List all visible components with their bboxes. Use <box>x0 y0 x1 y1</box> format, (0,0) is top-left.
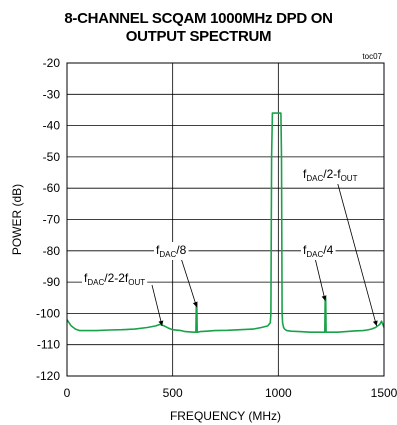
annotation-leader-line <box>151 284 163 327</box>
x-tick-label: 0 <box>64 386 71 400</box>
corner-label: toc07 <box>362 52 382 61</box>
y-tick-label: -100 <box>36 306 60 320</box>
y-tick-label: -90 <box>43 275 61 289</box>
series-line <box>66 112 385 334</box>
y-axis-title: POWER (dB) <box>10 184 24 255</box>
annotation-leader-line <box>180 257 198 308</box>
x-tick-label: 1000 <box>265 386 292 400</box>
y-tick-label: -80 <box>43 244 61 258</box>
annotation-subscript: OUT <box>128 278 145 287</box>
annotation-text-part: f <box>303 243 307 257</box>
y-tick-label: -60 <box>43 181 61 195</box>
annotation-text-part: /2-2f <box>104 271 129 285</box>
annotation-leader-line <box>336 180 377 327</box>
chart-title-line-2: OUTPUT SPECTRUM <box>125 28 272 45</box>
annotation-arrowhead <box>372 320 378 326</box>
annotation-text-part: f <box>84 271 88 285</box>
annotation-subscript: OUT <box>341 174 358 183</box>
y-tick-label: -20 <box>43 56 61 70</box>
annotation-arrowhead <box>158 320 164 326</box>
annotation-text-part: /4 <box>323 243 333 257</box>
annotation-subscript: DAC <box>306 250 323 259</box>
annotation-label-text: fDAC/4 <box>303 243 334 259</box>
annotation-text-part: /8 <box>176 243 186 257</box>
annotation-subscript: DAC <box>87 278 104 287</box>
annotation-label-background <box>301 242 336 260</box>
annotation-text-part: /2-f <box>323 167 341 181</box>
x-axis-title: FREQUENCY (MHz) <box>170 409 281 423</box>
chart-title-line-1: 8-CHANNEL SCQAM 1000MHz DPD ON <box>64 10 333 27</box>
annotation-label-background <box>154 242 189 260</box>
y-tick-label: -30 <box>43 87 61 101</box>
annotation-label-background <box>82 270 148 288</box>
x-tick-label: 500 <box>163 386 183 400</box>
annotation-arrowhead <box>192 301 198 308</box>
annotation-label-text: fDAC/2-2fOUT <box>84 271 145 287</box>
y-tick-label: -110 <box>37 338 60 352</box>
y-tick-label: -70 <box>43 213 61 227</box>
annotation-subscript: DAC <box>306 174 323 183</box>
plot-frame <box>66 62 385 377</box>
annotation-label: fDAC/2-2fOUT <box>82 270 148 288</box>
annotation-text-part: f <box>303 167 307 181</box>
annotation-label: fDAC/2-fOUT <box>301 166 360 184</box>
x-tick-label: 1500 <box>371 386 397 400</box>
annotation-text-part: f <box>156 243 160 257</box>
annotation-subscript: DAC <box>159 250 176 259</box>
y-tick-label: -50 <box>43 150 61 164</box>
annotation-label: fDAC/4 <box>301 242 336 260</box>
annotation-arrowhead <box>321 295 327 301</box>
y-tick-label: -120 <box>36 369 60 383</box>
annotation-label-text: fDAC/8 <box>156 243 187 259</box>
annotation-label-background <box>301 166 360 184</box>
annotation-label-text: fDAC/2-fOUT <box>303 167 358 183</box>
y-tick-label: -40 <box>43 119 61 133</box>
annotation-label: fDAC/8 <box>154 242 189 260</box>
annotation-leader-line <box>314 257 326 301</box>
